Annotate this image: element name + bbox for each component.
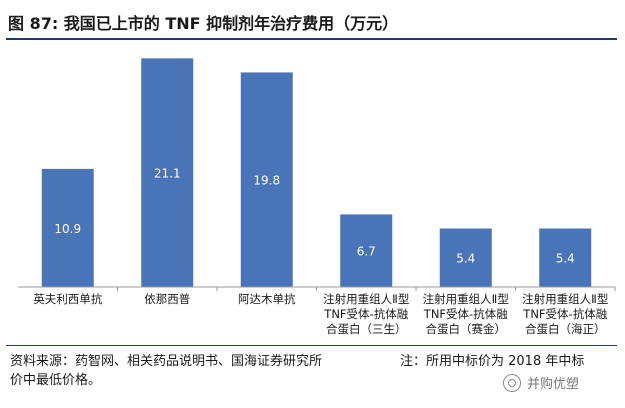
bar [41,168,94,287]
category-label: 注射用重组人Ⅱ型 [323,292,409,306]
bar [539,228,592,287]
category-label: 英夫利西单抗 [33,292,102,306]
watermark: 并购优塑 [503,373,579,392]
bar-value-label: 21.1 [154,167,181,181]
category-label: TNF受体-抗体融 [522,307,607,321]
bar [439,228,492,287]
wechat-logo-icon [503,373,521,392]
title-bar: 图 87: 我国已上市的 TNF 抑制剂年治疗费用（万元） [6,8,617,40]
note-text-line2: 价中最低价格。 [10,373,102,388]
category-label: 合蛋白（海正） [525,322,606,336]
price-note: 注：所用中标价为 2018 年中标 [400,354,585,369]
source-note: 资料来源：药智网、相关药品说明书、国海证券研究所 价中最低价格。 [10,352,385,390]
watermark-text: 并购优塑 [527,377,580,392]
category-label: TNF受体-抗体融 [323,307,408,321]
category-label: 依那西普 [144,292,190,306]
bar-value-label: 5.4 [456,252,475,266]
footer-divider [6,345,617,346]
category-label: TNF受体-抗体融 [423,307,508,321]
category-label: 注射用重组人Ⅱ型 [423,292,509,306]
bar-value-label: 6.7 [357,245,376,259]
bar-chart: 10.9英夫利西单抗21.1依那西普19.8阿达木单抗6.7注射用重组人Ⅱ型TN… [18,58,616,336]
bar [141,58,194,287]
bar [240,72,293,288]
source-text: 资料来源：药智网、相关药品说明书、国海证券研究所 [10,354,323,369]
bar [340,214,393,287]
chart-title: 图 87: 我国已上市的 TNF 抑制剂年治疗费用（万元） [8,14,399,33]
category-label: 合蛋白（赛金） [426,322,507,336]
category-label: 注射用重组人Ⅱ型 [522,292,608,306]
bar-value-label: 19.8 [253,174,280,188]
category-label: 合蛋白（三生） [326,322,407,336]
bar-value-label: 10.9 [54,222,81,236]
category-label: 阿达木单抗 [238,292,296,306]
bar-value-label: 5.4 [556,252,575,266]
